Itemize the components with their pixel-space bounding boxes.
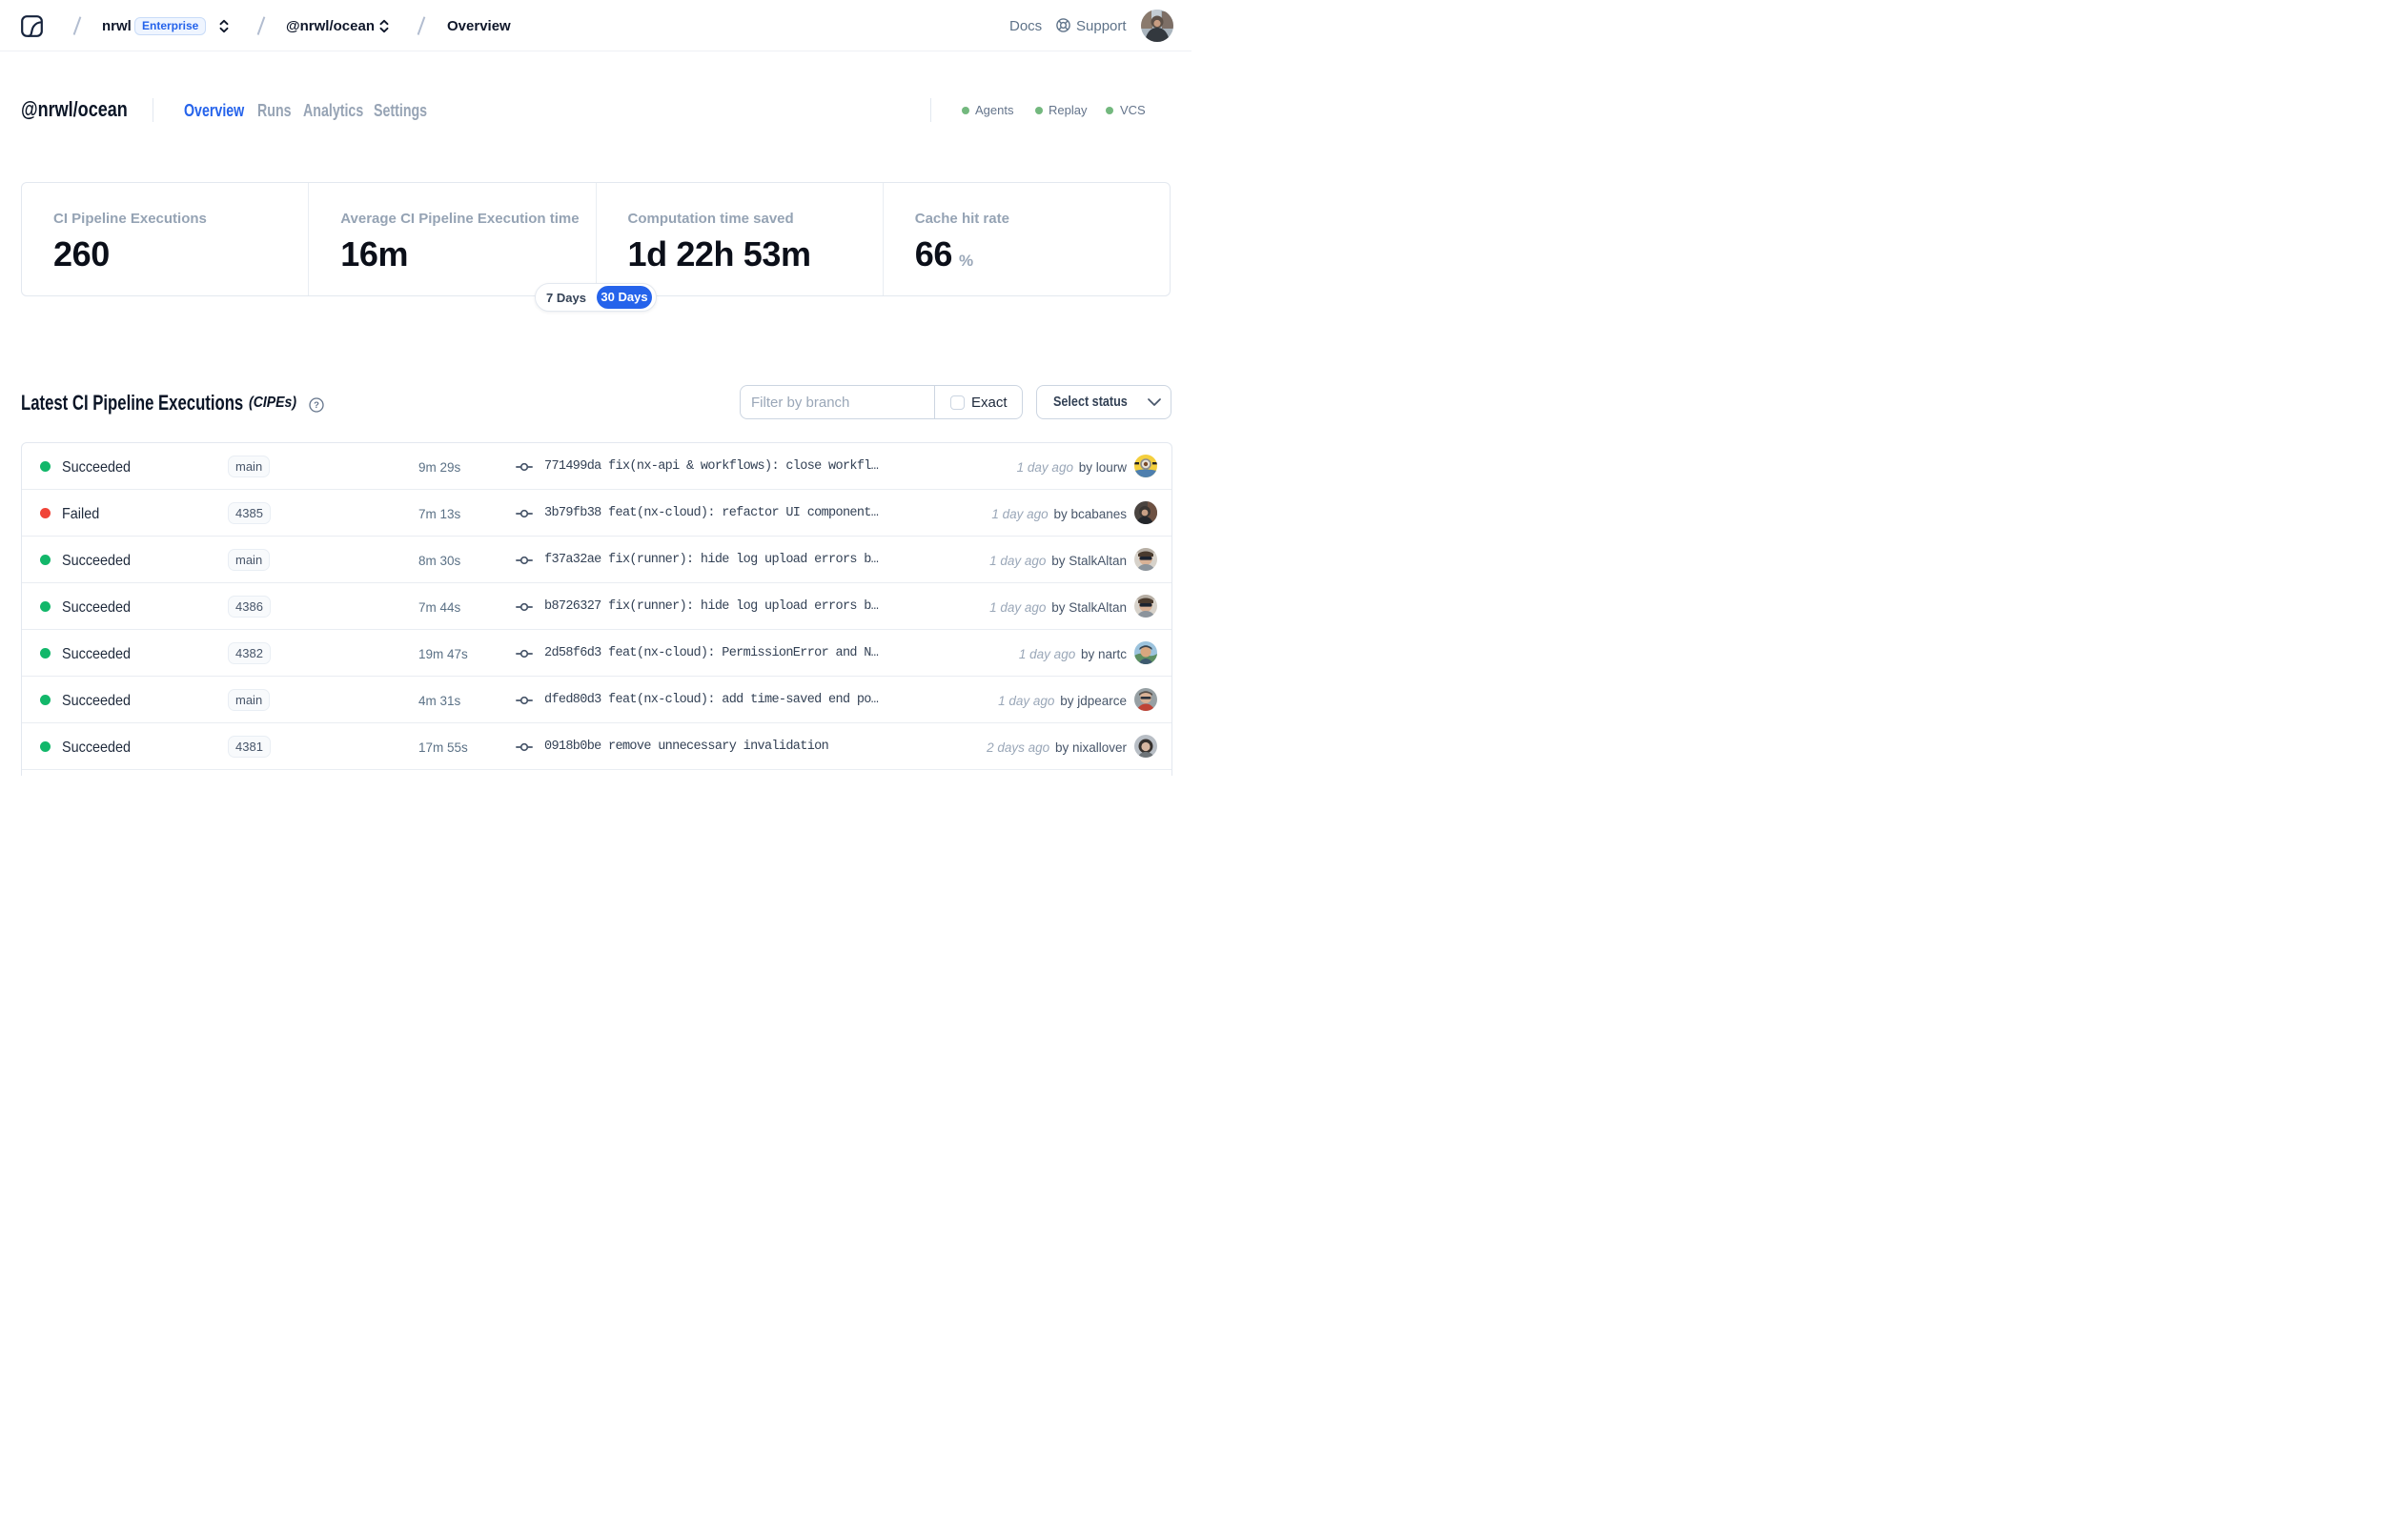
svg-text:?: ? [314, 400, 319, 411]
